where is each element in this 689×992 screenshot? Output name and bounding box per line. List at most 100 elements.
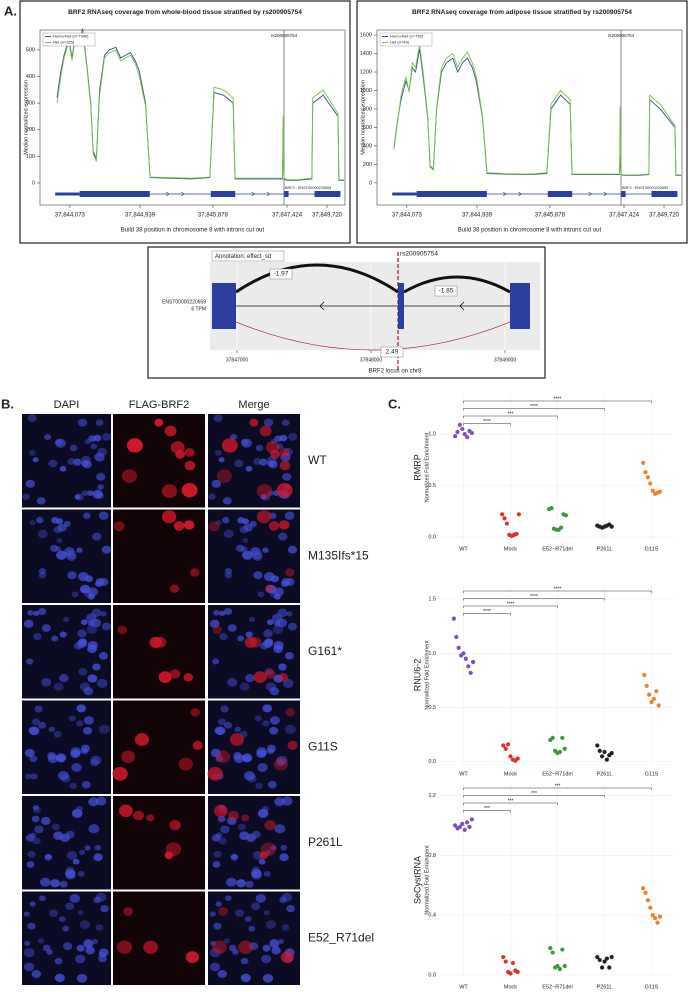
nucleus: [100, 611, 107, 617]
nucleus: [250, 546, 261, 556]
nucleus: [84, 438, 91, 445]
data-point: [469, 817, 474, 822]
data-point: [559, 525, 564, 530]
exon: [212, 283, 236, 329]
flag-cell: [249, 418, 259, 427]
x-tick-label: 37847000: [226, 357, 248, 363]
nucleus: [210, 940, 217, 946]
legend-label: Homo-Ref (n=7946): [53, 34, 89, 39]
transcript-label: ENST00000220659: [162, 299, 206, 305]
nucleus: [257, 591, 265, 598]
nucleus: [269, 716, 280, 725]
row-label: G161*: [308, 644, 342, 658]
nucleus: [235, 909, 245, 918]
x-tick-label: 37,847,424: [609, 213, 640, 219]
nucleus: [214, 449, 222, 456]
data-point: [453, 823, 458, 828]
transcript-label: BRF2 : ENST00000220659: [622, 186, 668, 190]
micrograph: [208, 509, 300, 603]
nucleus: [266, 619, 274, 626]
data-point: [602, 959, 607, 964]
nucleus: [240, 438, 249, 446]
data-point: [463, 656, 468, 661]
significance-label: ***: [508, 798, 514, 804]
flag-cell: [161, 484, 178, 498]
nucleus: [98, 652, 108, 660]
nucleus: [32, 806, 41, 814]
data-point: [557, 749, 563, 755]
data-point: [562, 746, 567, 751]
data-point: [453, 434, 458, 439]
flag-cell: [165, 842, 182, 857]
nucleus: [32, 457, 39, 463]
data-point: [655, 920, 660, 925]
y-tick-label: 400: [26, 74, 35, 80]
data-point: [648, 481, 653, 486]
plot-frame: [39, 29, 346, 206]
nucleus: [79, 849, 86, 855]
nucleus: [213, 414, 223, 422]
nucleus: [281, 796, 293, 806]
y-name: RMRP: [412, 454, 422, 481]
nucleus: [244, 916, 252, 922]
nucleus: [82, 460, 92, 469]
nucleus: [257, 808, 269, 818]
flag-cell: [119, 804, 133, 818]
flag-cell: [158, 671, 172, 684]
nucleus: [284, 652, 294, 660]
x-tick-label: P261L: [597, 546, 613, 552]
nucleus: [33, 633, 42, 641]
nucleus: [51, 516, 59, 524]
nucleus: [263, 572, 275, 582]
nucleus: [241, 755, 248, 761]
nucleus: [278, 663, 287, 671]
micrograph: [208, 605, 300, 699]
nucleus: [83, 716, 94, 725]
data-point: [508, 971, 513, 976]
nucleus: [53, 525, 63, 534]
nucleus: [55, 753, 67, 763]
y-tick-label: 300: [26, 101, 35, 107]
nucleus: [47, 754, 59, 764]
nucleus: [262, 973, 274, 983]
nucleus: [32, 804, 40, 811]
data-point: [502, 516, 507, 521]
flag-cell: [207, 766, 223, 781]
significance-label: ****: [530, 404, 538, 410]
y-axis-label: Median normalized expression: [360, 80, 366, 155]
row-label: P261L: [308, 835, 343, 849]
y-axis-label: Normalized Fold Enrichment: [424, 845, 430, 915]
data-point: [645, 475, 651, 480]
panel-label: C.: [388, 396, 401, 411]
micrograph: [208, 414, 300, 508]
y-tick-label: 0.4: [428, 913, 436, 919]
panel-label: A.: [4, 3, 17, 18]
transcript-label: BRF2 : ENST00000220659: [285, 186, 331, 190]
nucleus: [101, 622, 112, 631]
chart-title: BRF2 RNAseq coverage from whole-blood ti…: [68, 9, 302, 16]
flag-cell: [184, 448, 195, 457]
x-tick-label: WT: [459, 984, 468, 990]
flag-cell: [265, 441, 280, 454]
flag-cell: [112, 766, 128, 781]
y-tick-label: 0.5: [428, 483, 436, 489]
nucleus: [54, 438, 63, 446]
flag-cell: [192, 740, 203, 750]
data-point: [642, 672, 647, 678]
tpm-label: 6 TPM: [191, 306, 206, 312]
nucleus: [77, 418, 88, 427]
nucleus: [86, 625, 98, 634]
nucleus: [234, 726, 241, 732]
nucleus: [262, 704, 272, 713]
nucleus: [25, 834, 35, 842]
data-point: [467, 824, 472, 829]
micrograph: [113, 414, 205, 508]
row-label: WT: [308, 453, 327, 467]
nucleus: [37, 529, 48, 539]
data-point: [515, 969, 520, 975]
nucleus: [36, 517, 44, 524]
x-tick-label: 37,844,073: [55, 213, 86, 219]
nucleus: [255, 893, 267, 903]
junction-label-box: [380, 346, 404, 358]
micrograph: [112, 700, 205, 794]
